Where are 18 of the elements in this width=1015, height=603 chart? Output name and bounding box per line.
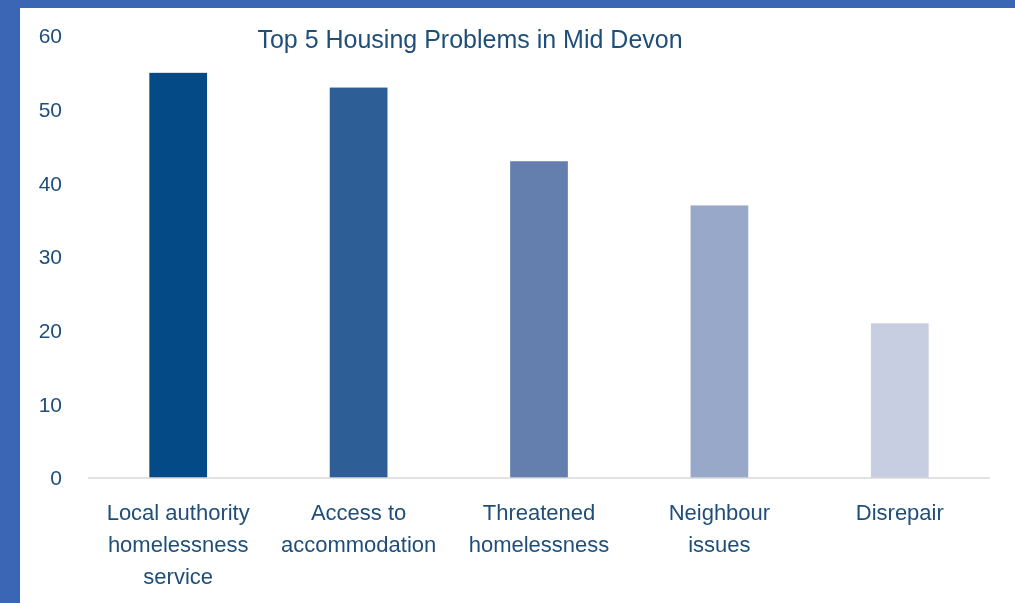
x-tick-label: Access to accommodation: [280, 500, 437, 557]
x-tick-label: Disrepair: [855, 500, 944, 525]
bar: [149, 72, 208, 478]
y-tick-label: 0: [50, 466, 62, 490]
bar: [329, 87, 388, 478]
y-tick-label: 10: [38, 392, 62, 416]
chart-title: Top 5 Housing Problems in Mid Devon: [257, 25, 683, 53]
y-tick-label: 40: [38, 171, 62, 195]
y-tick-label: 30: [38, 245, 62, 269]
y-tick-label: 50: [38, 98, 62, 122]
bar: [510, 161, 568, 478]
bar: [870, 323, 929, 478]
x-tick-label: Local authority homelessness service: [106, 500, 250, 589]
y-tick-label: 20: [38, 319, 62, 343]
y-tick-label: 60: [38, 24, 62, 48]
bar: [690, 205, 749, 478]
x-tick-label: Threatened homelessness: [468, 500, 610, 557]
x-tick-label: Neighbour issues: [668, 500, 771, 557]
